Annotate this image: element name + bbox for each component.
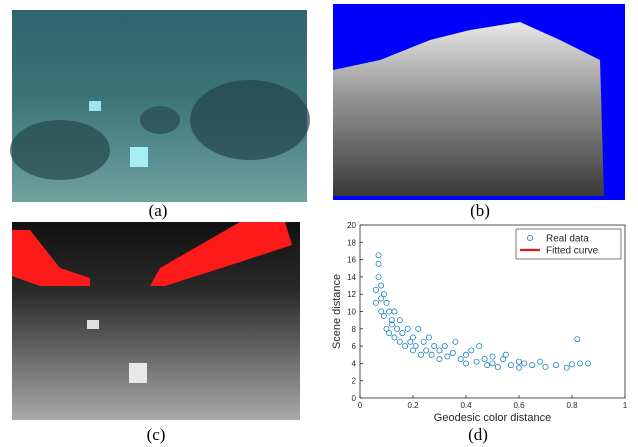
panel-label: (b) — [470, 201, 490, 220]
y-tick-label: 14 — [347, 273, 356, 282]
y-tick-label: 4 — [352, 359, 357, 368]
x-tick-label: 0.2 — [407, 401, 419, 410]
y-tick-label: 16 — [347, 256, 356, 265]
x-tick-label: 0.4 — [460, 401, 472, 410]
y-axis-label: Scene distance — [331, 274, 343, 349]
photo-b — [333, 4, 625, 200]
panel-label: (d) — [468, 425, 488, 444]
y-tick-label: 10 — [347, 308, 356, 317]
y-tick-label: 12 — [347, 290, 356, 299]
figure: (a) (b) (c) (d) 00.20.40.60.810246810121… — [0, 0, 638, 447]
photo-a — [10, 10, 310, 202]
x-tick-label: 0.8 — [566, 401, 578, 410]
y-tick-label: 2 — [352, 377, 357, 386]
y-tick-label: 0 — [352, 394, 357, 403]
y-tick-label: 20 — [347, 221, 356, 230]
y-tick-label: 8 — [352, 325, 357, 334]
photo-c — [12, 222, 300, 420]
x-axis-label: Geodesic color distance — [434, 412, 551, 424]
y-tick-label: 6 — [352, 342, 357, 351]
figure-canvas: (a) (b) (c) (d) 00.20.40.60.810246810121… — [0, 0, 638, 447]
x-tick-label: 0 — [358, 401, 363, 410]
legend-label: Real data — [546, 234, 589, 245]
x-tick-label: 0.6 — [513, 401, 525, 410]
x-tick-label: 1 — [623, 401, 628, 410]
panel-label: (c) — [147, 425, 166, 444]
legend-label: Fitted curve — [546, 246, 599, 257]
panel-label: (a) — [149, 201, 168, 220]
y-tick-label: 18 — [347, 238, 356, 247]
